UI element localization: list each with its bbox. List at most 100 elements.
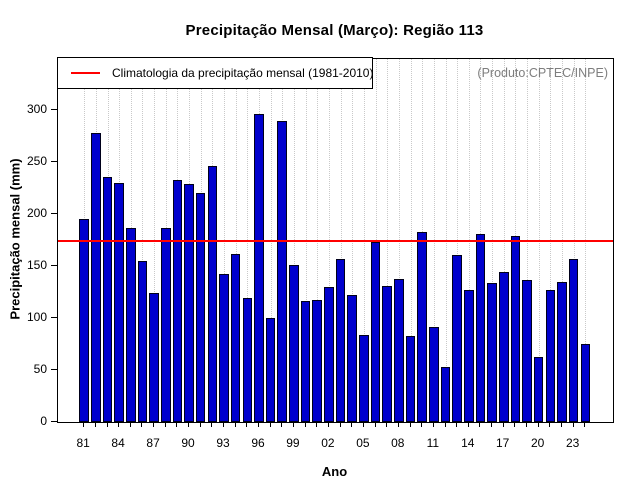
- x-tick: [479, 422, 481, 427]
- bar-1985: [125, 227, 136, 422]
- x-tick-label: 02: [321, 436, 335, 450]
- x-tick-label: 87: [146, 436, 160, 450]
- x-tick: [549, 422, 551, 427]
- x-axis-title: Ano: [321, 464, 348, 479]
- bar-2000: [300, 301, 311, 422]
- x-tick: [118, 422, 120, 427]
- bar-2016: [487, 282, 497, 422]
- x-tick: [397, 422, 399, 427]
- bar-1993: [219, 274, 229, 422]
- x-tick-label: 20: [531, 436, 545, 450]
- y-tick-label: 250: [26, 154, 47, 168]
- y-tick-label: 0: [40, 414, 47, 428]
- x-tick-label: 93: [216, 436, 230, 450]
- x-tick-label: 96: [251, 436, 265, 450]
- x-tick: [502, 422, 504, 427]
- x-tick: [421, 422, 423, 427]
- x-tick: [199, 422, 201, 427]
- bar-2015: [475, 233, 486, 422]
- bar-1997: [265, 318, 276, 422]
- bar-1999: [289, 265, 299, 422]
- x-tick-label: 90: [181, 436, 195, 450]
- x-tick: [164, 422, 166, 427]
- x-tick: [106, 422, 108, 427]
- bar-2022: [557, 281, 567, 422]
- x-tick: [409, 422, 411, 427]
- x-tick: [374, 422, 376, 427]
- y-tick-label: 100: [26, 310, 47, 324]
- bar-1992: [207, 166, 218, 422]
- bar-2003: [335, 258, 346, 422]
- bar-2004: [347, 295, 358, 422]
- bar-1996: [254, 114, 264, 422]
- x-tick: [327, 422, 329, 427]
- bar-1983: [102, 176, 113, 422]
- bar-1986: [137, 260, 148, 422]
- x-tick: [491, 422, 493, 427]
- x-tick: [456, 422, 458, 427]
- bar-2002: [324, 286, 334, 422]
- x-tick-label: 08: [391, 436, 405, 450]
- bar-2013: [452, 254, 462, 422]
- y-tick-label: 50: [33, 362, 47, 376]
- y-tick: [51, 369, 57, 370]
- annotation-produto: (Produto:CPTEC/INPE): [477, 66, 608, 80]
- bar-2019: [522, 279, 532, 422]
- bar-2001: [312, 300, 323, 422]
- bar-1989: [172, 179, 183, 422]
- x-tick-label: 81: [76, 436, 90, 450]
- y-tick-label: 200: [26, 206, 47, 220]
- y-tick: [51, 265, 57, 266]
- bar-2020: [533, 356, 544, 422]
- bar-2012: [440, 366, 451, 422]
- x-tick: [176, 422, 178, 427]
- bar-2011: [428, 327, 439, 422]
- y-tick: [51, 213, 57, 214]
- x-tick: [129, 422, 131, 427]
- x-tick: [188, 422, 189, 427]
- chart-title: Precipitação Mensal (Março): Região 113: [185, 22, 484, 39]
- x-tick: [94, 422, 96, 427]
- x-tick: [467, 422, 469, 427]
- x-tick: [234, 422, 236, 427]
- bar-1998: [277, 121, 288, 422]
- bar-1982: [91, 132, 101, 422]
- x-tick-label: 11: [426, 436, 440, 450]
- x-tick: [526, 422, 527, 427]
- legend-climatology-line-swatch: [71, 72, 100, 74]
- x-tick: [444, 422, 446, 427]
- bar-2018: [510, 235, 521, 422]
- y-tick-label: 150: [26, 258, 47, 272]
- bar-2005: [359, 334, 369, 422]
- x-tick: [246, 422, 248, 427]
- y-tick-label: 300: [26, 102, 47, 116]
- x-tick: [537, 422, 539, 427]
- climatology-line: [58, 240, 613, 242]
- bar-2024: [580, 344, 591, 422]
- y-tick: [51, 317, 57, 318]
- x-tick: [316, 422, 318, 427]
- bar-2006: [370, 242, 381, 422]
- x-tick: [281, 422, 283, 427]
- x-tick: [223, 422, 224, 427]
- bar-2017: [498, 272, 509, 422]
- x-tick: [362, 422, 364, 427]
- bar-2023: [568, 258, 579, 422]
- bar-2008: [394, 278, 404, 422]
- x-tick: [292, 422, 294, 427]
- bar-2007: [382, 285, 392, 422]
- x-tick: [584, 422, 586, 427]
- x-tick: [269, 422, 271, 427]
- x-tick: [514, 422, 516, 427]
- bar-1991: [195, 193, 206, 422]
- y-tick: [51, 161, 57, 162]
- bar-1994: [230, 253, 241, 422]
- plot-area: [57, 58, 614, 423]
- bar-1987: [149, 293, 159, 422]
- x-tick-label: 17: [496, 436, 510, 450]
- bar-2014: [463, 289, 474, 422]
- x-tick: [258, 422, 259, 427]
- bar-1981: [79, 219, 89, 422]
- x-tick: [432, 422, 434, 427]
- y-axis-title: Precipitação mensal (mm): [7, 158, 23, 320]
